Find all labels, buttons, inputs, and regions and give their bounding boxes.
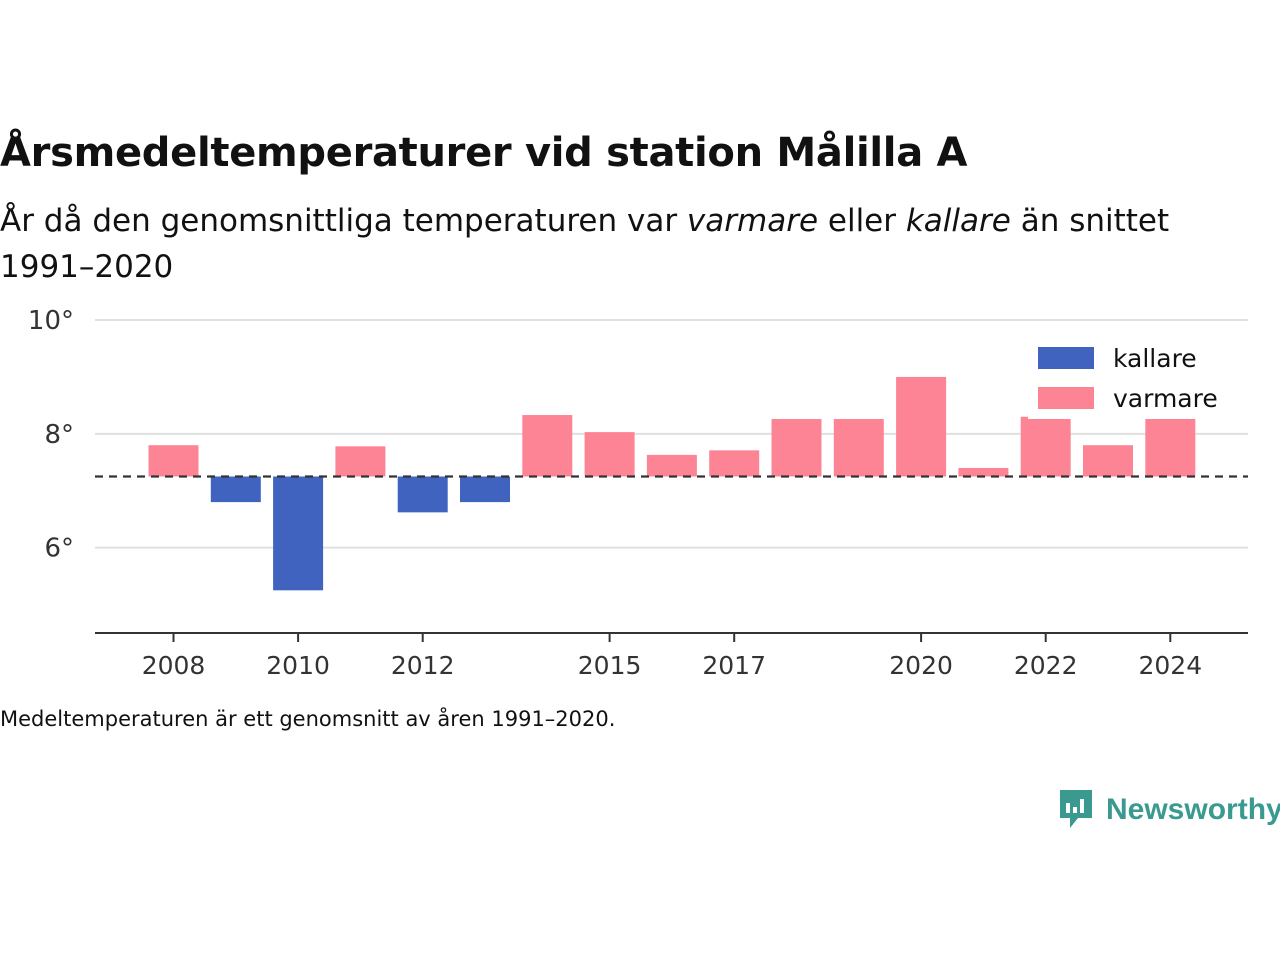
legend: kallare varmare xyxy=(1028,333,1224,419)
x-tick-label: 2020 xyxy=(889,651,953,680)
bar xyxy=(958,467,1009,477)
x-tick-label: 2008 xyxy=(142,651,206,680)
legend-swatch-varmare xyxy=(1038,387,1094,409)
bar xyxy=(397,476,448,513)
x-axis-ticks: 2008 2010 2012 2015 2017 2020 2022 2024 xyxy=(142,633,1202,680)
brand-name: Newsworthy xyxy=(1106,793,1280,826)
subtitle-part-2: eller xyxy=(818,203,906,239)
bar xyxy=(210,476,261,503)
bar xyxy=(896,376,947,477)
legend-label-kallare: kallare xyxy=(1113,344,1197,373)
subtitle-part-3: än snittet 1991–2020 xyxy=(0,203,1170,285)
bar xyxy=(460,476,510,503)
x-tick-label: 2022 xyxy=(1014,651,1078,680)
y-tick-label: 6° xyxy=(44,534,74,564)
bar xyxy=(335,446,386,477)
y-tick-label: 10° xyxy=(28,306,74,336)
y-tick-label: 8° xyxy=(44,420,74,450)
bars xyxy=(148,376,1196,591)
bar xyxy=(833,419,884,477)
bar xyxy=(646,454,697,477)
bar xyxy=(1145,415,1196,477)
subtitle-emphasis-warmer: varmare xyxy=(686,203,819,239)
subtitle-part-1: År då den genomsnittliga temperaturen va… xyxy=(0,203,687,239)
footnote: Medeltemperaturen är ett genomsnitt av å… xyxy=(0,707,616,731)
bar xyxy=(273,476,324,591)
chart-title: Årsmedeltemperaturer vid station Målilla… xyxy=(0,130,968,176)
bar xyxy=(522,415,573,477)
x-tick-label: 2010 xyxy=(266,651,330,680)
x-tick-label: 2017 xyxy=(702,651,766,680)
x-tick-label: 2024 xyxy=(1138,651,1202,680)
legend-swatch-kallare xyxy=(1038,347,1094,369)
bar xyxy=(709,450,760,477)
chart-subtitle: År då den genomsnittliga temperaturen va… xyxy=(0,198,1200,290)
legend-label-varmare: varmare xyxy=(1113,384,1218,413)
bar xyxy=(584,432,635,477)
subtitle-emphasis-colder: kallare xyxy=(905,203,1011,239)
x-tick-label: 2012 xyxy=(391,651,455,680)
bar xyxy=(1083,445,1133,477)
bar xyxy=(771,419,822,477)
newsworthy-logo-icon xyxy=(1060,790,1092,828)
x-tick-label: 2015 xyxy=(578,651,642,680)
bar xyxy=(148,445,199,477)
brand-logo: Newsworthy xyxy=(1058,788,1280,832)
temperature-bar-chart: 6° 8° 10° 2008 2010 2012 2015 2017 2020 2022 2024… xyxy=(28,306,1248,680)
bar xyxy=(1020,416,1071,477)
y-axis-ticks: 6° 8° 10° xyxy=(28,306,74,564)
